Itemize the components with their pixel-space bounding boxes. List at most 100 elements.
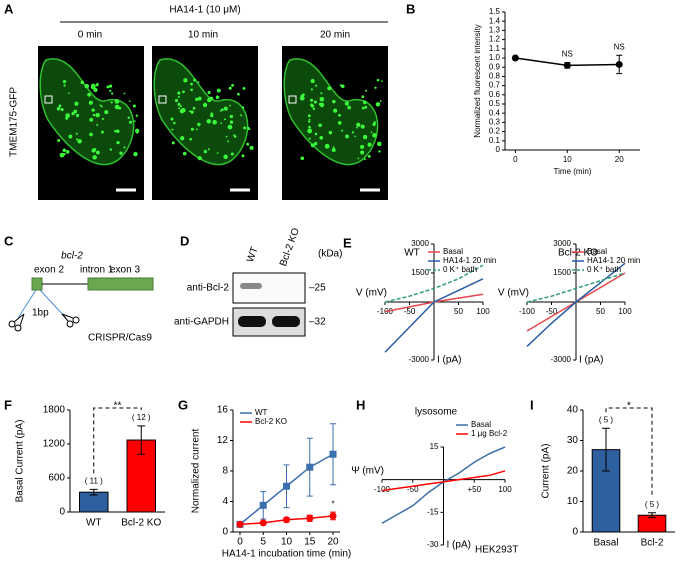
y-tick-label: 600 — [48, 473, 65, 484]
vesicle — [367, 142, 372, 147]
vesicle — [375, 102, 381, 107]
band — [238, 316, 266, 327]
point — [511, 54, 519, 62]
x-tick-label: -100 — [519, 307, 536, 316]
vesicle — [63, 84, 66, 87]
vesicle — [223, 118, 226, 121]
vesicle — [129, 120, 132, 124]
vesicle — [87, 92, 91, 97]
vesicle — [183, 78, 188, 83]
vesicle — [333, 108, 338, 113]
vesicle — [246, 142, 250, 146]
n-label: ( 11 ) — [85, 476, 103, 485]
vesicle — [360, 124, 365, 129]
vesicle — [56, 107, 61, 111]
y-tick-label: 0 — [59, 507, 65, 518]
legend-label: WT — [255, 408, 268, 417]
y-tick-label: 8 — [222, 466, 228, 477]
vesicle — [177, 91, 181, 95]
panel-label: H — [356, 397, 365, 412]
y-tick-label: -3000 — [551, 355, 572, 364]
y-axis-label: Normalized fluorescent intensity — [473, 24, 482, 137]
chart-title: WT — [404, 248, 420, 259]
legend-label: Basal — [587, 247, 607, 256]
vesicle — [363, 100, 367, 105]
vesicle — [108, 84, 113, 88]
vesicle — [356, 122, 361, 127]
scissors — [8, 313, 80, 332]
vesicle — [221, 108, 224, 111]
x-tick-label: -50 — [404, 307, 416, 316]
x-tick-label: 100 — [618, 307, 632, 316]
vesicle — [379, 100, 382, 103]
vesicle — [96, 150, 100, 155]
y-tick-label: 0.5 — [489, 99, 501, 108]
treatment: HA14-1 (10 μM) — [169, 5, 240, 16]
vesicle — [345, 134, 350, 139]
vesicle — [229, 114, 234, 119]
vesicle — [65, 113, 70, 118]
x-axis-label: Ψ (mV) — [351, 465, 384, 476]
x-tick-label: -50 — [546, 307, 558, 316]
vesicle — [91, 148, 96, 153]
vesicle — [370, 131, 373, 134]
vesicle — [128, 100, 131, 102]
series-line — [384, 278, 484, 353]
vesicle — [223, 154, 228, 160]
x-tick-label: Bcl-2 KO — [121, 518, 161, 529]
vesicle — [314, 132, 318, 136]
vesicle — [133, 120, 136, 123]
vesicle — [189, 137, 192, 141]
y-tick-label: 16 — [217, 405, 229, 416]
y-tick-label: 1.3 — [489, 26, 501, 35]
error-bar — [602, 427, 610, 472]
vesicle — [310, 143, 315, 148]
vesicle — [331, 147, 336, 152]
vesicle — [57, 138, 61, 143]
vesicle — [337, 120, 342, 125]
y-tick-label: 0.9 — [489, 62, 501, 71]
exon — [31, 277, 43, 291]
vesicle — [114, 99, 120, 104]
vesicle — [189, 110, 191, 113]
legend-label: 1 μg Bcl-2 — [471, 429, 508, 438]
vesicle — [178, 107, 181, 110]
vesicle — [177, 102, 181, 106]
y-tick-label: 1800 — [43, 405, 66, 416]
y-tick-label: 0.4 — [489, 108, 501, 117]
vesicle — [207, 98, 212, 103]
error-bar — [648, 512, 656, 519]
panel-label: I — [530, 397, 534, 412]
y-tick-label: 40 — [567, 405, 579, 416]
vesicle — [132, 104, 136, 108]
vesicle — [227, 140, 230, 143]
y-axis-label: I (pA) — [437, 355, 461, 366]
vesicle — [361, 95, 365, 99]
vesicle — [91, 108, 95, 112]
vesicle — [77, 139, 82, 144]
timepoint: 20 min — [320, 30, 350, 41]
vesicle — [116, 129, 120, 133]
y-tick-label: 0.6 — [489, 90, 501, 99]
vesicle — [309, 98, 314, 102]
vesicle — [74, 101, 79, 106]
y-tick-label: 30 — [567, 435, 579, 446]
vesicle — [203, 149, 208, 154]
roi — [158, 95, 167, 104]
vesicle — [174, 98, 179, 103]
vesicle — [63, 152, 66, 156]
vesicle — [367, 154, 371, 158]
vesicle — [65, 150, 70, 154]
panel-label: C — [4, 233, 14, 248]
y-tick-label: 3000 — [411, 239, 429, 248]
chart-title: lysosome — [415, 407, 458, 418]
vesicle — [206, 119, 212, 124]
vesicle — [376, 78, 380, 82]
vesicle — [116, 140, 120, 145]
vesicle — [99, 104, 102, 107]
x-tick-label: Basal — [593, 538, 618, 549]
point-label: * — [331, 499, 334, 508]
series-line — [526, 272, 626, 303]
x-tick-label: 50 — [454, 307, 463, 316]
vesicle — [88, 100, 93, 105]
